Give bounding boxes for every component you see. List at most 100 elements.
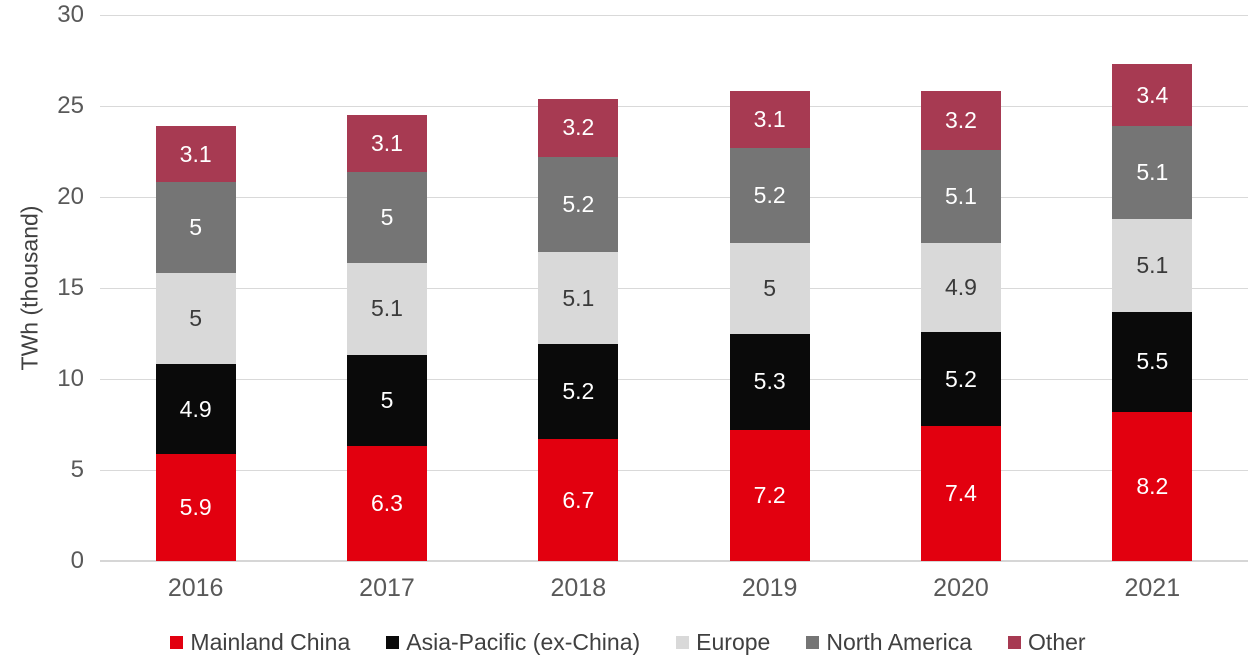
bar-value-label: 5.9: [179, 493, 212, 520]
legend-label: Asia-Pacific (ex-China): [406, 629, 641, 655]
legend-swatch-icon: [1008, 636, 1022, 649]
gridline: [100, 379, 1248, 380]
bar-value-label: 5.2: [562, 190, 595, 217]
bar-value-label: 8.2: [1136, 472, 1169, 499]
bar-segment-europe: 5: [729, 242, 810, 334]
bar-segment-europe: 5.1: [1112, 218, 1193, 312]
bar-value-label: 5.1: [562, 284, 595, 311]
bar-segment-asia-pacific-ex-china: 5.2: [538, 344, 619, 440]
y-tick-label: 10: [57, 365, 84, 392]
bar-value-label: 3.2: [945, 107, 977, 134]
bar-value-label: 5.2: [562, 378, 595, 405]
bar-segment-mainland-china: 7.4: [921, 426, 1001, 561]
legend-label: Mainland China: [190, 629, 351, 655]
bar-segment-europe: 5.1: [538, 251, 619, 345]
gridline: [100, 470, 1248, 471]
y-tick-label: 25: [57, 92, 84, 119]
bar-2019: 7.2 5.3 5 5.2 3.1: [729, 91, 810, 561]
bar-segment-other: 3.1: [347, 115, 427, 172]
bar-segment-mainland-china: 6.7: [538, 439, 619, 561]
bar-value-label: 5.1: [945, 182, 977, 209]
legend: Mainland China Asia-Pacific (ex-China) Eur…: [0, 629, 1256, 656]
bar-value-label: 5.3: [753, 368, 786, 395]
legend-item-other: Other: [1008, 629, 1086, 656]
bar-value-label: 3.1: [371, 129, 403, 156]
legend-swatch-icon: [170, 636, 184, 649]
bar-segment-asia-pacific-ex-china: 5: [347, 355, 427, 447]
bar-segment-mainland-china: 8.2: [1112, 411, 1193, 561]
bar-value-label: 3.1: [179, 140, 212, 167]
bar-value-label: 5.1: [371, 295, 403, 322]
bar-segment-asia-pacific-ex-china: 5.2: [921, 331, 1001, 427]
bar-2020: 7.4 5.2 4.9 5.1 3.2: [921, 91, 1001, 561]
bar-segment-europe: 5.1: [347, 262, 427, 356]
legend-label: North America: [826, 629, 973, 655]
bar-value-label: 5: [763, 274, 777, 301]
legend-swatch-icon: [386, 636, 400, 649]
bar-segment-mainland-china: 5.9: [155, 453, 236, 561]
bar-segment-north-america: 5.1: [1112, 126, 1193, 219]
x-axis-line: [100, 560, 1248, 562]
x-tick-label: 2017: [359, 574, 415, 602]
bar-segment-other: 3.4: [1112, 64, 1193, 127]
y-tick-label: 15: [57, 274, 84, 301]
legend-item-mainland-china: Mainland China: [170, 629, 350, 656]
bar-2016: 5.9 4.9 5 5 3.1: [155, 126, 236, 561]
bar-segment-other: 3.2: [921, 91, 1001, 150]
y-tick-label: 30: [57, 1, 84, 28]
bar-value-label: 4.9: [179, 395, 212, 422]
bar-value-label: 5.5: [1136, 348, 1169, 375]
bar-segment-asia-pacific-ex-china: 5.3: [729, 333, 810, 430]
bar-segment-mainland-china: 6.3: [347, 446, 427, 561]
gridline: [100, 288, 1248, 289]
bar-value-label: 7.4: [945, 480, 977, 507]
x-tick-label: 2016: [167, 574, 224, 602]
bar-2018: 6.7 5.2 5.1 5.2 3.2: [538, 98, 619, 561]
legend-label: Europe: [696, 629, 771, 655]
bar-segment-other: 3.2: [538, 98, 619, 157]
x-tick-label: 2018: [550, 574, 607, 602]
bar-segment-north-america: 5: [155, 182, 236, 274]
gridline: [100, 15, 1248, 16]
bar-value-label: 3.1: [753, 106, 786, 133]
bar-value-label: 5: [189, 305, 203, 332]
legend-item-europe: Europe: [676, 629, 770, 656]
bar-segment-north-america: 5: [347, 171, 427, 263]
legend-swatch-icon: [806, 636, 820, 649]
bar-segment-north-america: 5.2: [729, 147, 810, 243]
bar-segment-europe: 4.9: [921, 242, 1001, 332]
bar-2021: 8.2 5.5 5.1 5.1 3.4: [1112, 64, 1193, 561]
bar-segment-north-america: 5.1: [921, 149, 1001, 243]
bar-2017: 6.3 5 5.1 5 3.1: [347, 115, 427, 561]
bar-value-label: 3.4: [1136, 81, 1169, 108]
bar-value-label: 5.2: [945, 365, 977, 392]
bar-segment-asia-pacific-ex-china: 4.9: [155, 364, 236, 454]
bar-segment-other: 3.1: [155, 126, 236, 183]
bar-segment-europe: 5: [155, 273, 236, 365]
legend-item-asia-pacific-ex-china: Asia-Pacific (ex-China): [386, 629, 640, 656]
legend-label: Other: [1028, 629, 1086, 655]
bar-value-label: 5: [380, 387, 394, 414]
x-tick-label: 2020: [933, 574, 989, 602]
gridline: [100, 106, 1248, 107]
bar-value-label: 4.9: [945, 273, 977, 300]
bar-value-label: 3.2: [562, 114, 595, 141]
bar-value-label: 7.2: [753, 481, 786, 508]
bar-value-label: 5: [189, 214, 203, 241]
bar-value-label: 6.7: [562, 486, 595, 513]
y-tick-label: 20: [57, 183, 84, 210]
bar-value-label: 6.3: [371, 490, 403, 517]
y-tick-label: 0: [70, 547, 84, 574]
x-tick-label: 2021: [1124, 574, 1181, 602]
y-tick-label: 5: [70, 456, 84, 483]
bar-value-label: 5.1: [1136, 251, 1169, 278]
bar-segment-mainland-china: 7.2: [729, 429, 810, 561]
legend-item-north-america: North America: [806, 629, 972, 656]
legend-swatch-icon: [676, 636, 690, 649]
x-tick-label: 2019: [741, 574, 798, 602]
bar-segment-other: 3.1: [729, 91, 810, 148]
gridline: [100, 197, 1248, 198]
bar-segment-asia-pacific-ex-china: 5.5: [1112, 311, 1193, 412]
bar-value-label: 5: [380, 203, 394, 230]
